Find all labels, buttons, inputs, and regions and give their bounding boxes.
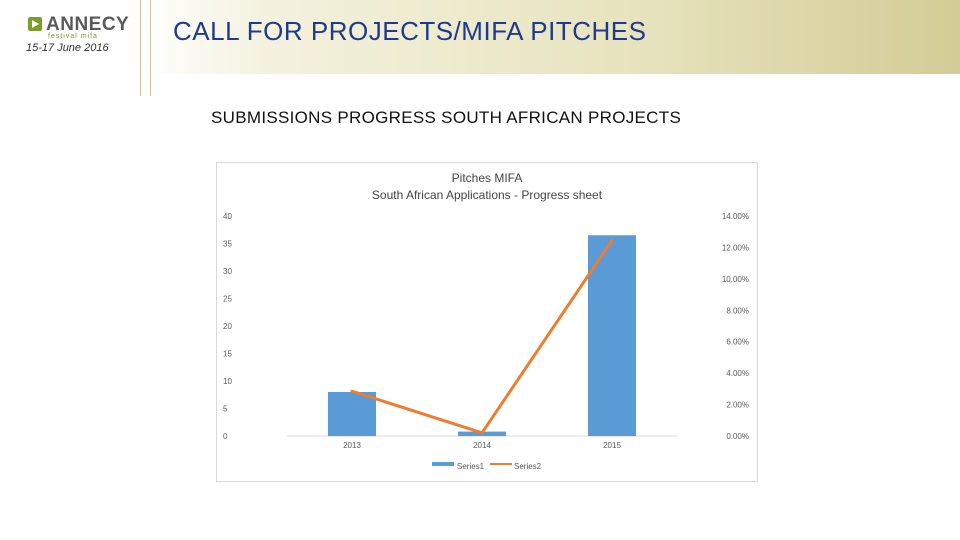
legend-swatch-series1 [432, 462, 454, 466]
y-right-tick-label: 4.00% [726, 369, 749, 378]
bar-2013 [328, 392, 376, 436]
y-right-tick-label: 6.00% [726, 338, 749, 347]
chart-subtitle: South African Applications - Progress sh… [372, 188, 603, 202]
line-series2 [351, 239, 614, 435]
y-left-tick-label: 25 [223, 295, 232, 304]
header-band [0, 0, 960, 74]
chart-container: Pitches MIFA South African Applications … [216, 162, 758, 482]
slide-subtitle: SUBMISSIONS PROGRESS SOUTH AFRICAN PROJE… [211, 108, 682, 127]
chart-title: Pitches MIFA [452, 171, 523, 185]
bar-2015 [588, 235, 636, 436]
y-left-tick-label: 35 [223, 240, 232, 249]
x-tick-label: 2014 [473, 441, 491, 450]
y-left-tick-label: 0 [223, 432, 228, 441]
y-right-tick-label: 10.00% [722, 275, 749, 284]
y-left-tick-label: 5 [223, 405, 228, 414]
y-left-tick-label: 30 [223, 267, 232, 276]
event-date: 15-17 June 2016 [26, 42, 109, 54]
logo-subtext: festival mifa [48, 33, 98, 40]
x-tick-label: 2013 [343, 441, 361, 450]
y-right-tick-label: 8.00% [726, 306, 749, 315]
y-left-tick-label: 20 [223, 322, 232, 331]
y-right-tick-label: 2.00% [726, 401, 749, 410]
line-point-2015 [610, 238, 614, 242]
line-point-2014 [480, 431, 484, 435]
y-left-tick-label: 10 [223, 377, 232, 386]
combo-chart: Pitches MIFA South African Applications … [223, 171, 749, 471]
legend-label-series1: Series1 [457, 462, 485, 471]
divider-line [150, 0, 151, 96]
page-title: CALL FOR PROJECTS/MIFA PITCHES [173, 16, 647, 46]
y-left-tick-label: 40 [223, 212, 232, 221]
legend-label-series2: Series2 [514, 462, 542, 471]
y-right-tick-label: 0.00% [726, 432, 749, 441]
annecy-logo-icon [28, 17, 42, 31]
divider-line [140, 0, 141, 96]
y-left-tick-label: 15 [223, 350, 232, 359]
line-point-2013 [350, 389, 354, 393]
logo-wordmark: ANNECY [46, 14, 130, 35]
x-tick-label: 2015 [603, 441, 621, 450]
y-right-tick-label: 14.00% [722, 212, 749, 221]
y-right-tick-label: 12.00% [722, 243, 749, 252]
